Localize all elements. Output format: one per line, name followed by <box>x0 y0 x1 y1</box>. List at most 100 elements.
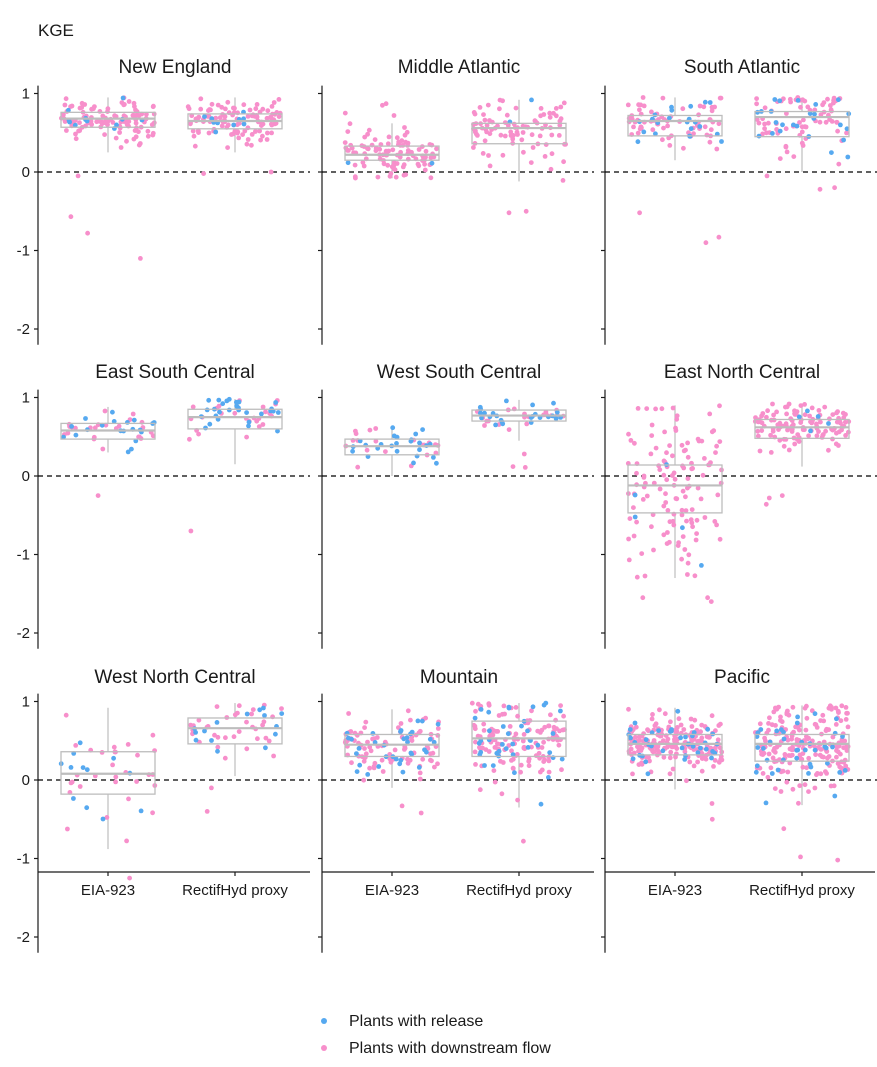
downstream-point <box>784 779 790 785</box>
release-point <box>791 122 796 128</box>
downstream-point <box>150 732 156 738</box>
panel-title: West North Central <box>94 667 255 688</box>
downstream-point <box>762 121 767 127</box>
downstream-point <box>553 106 559 111</box>
downstream-point <box>363 719 369 725</box>
release-point <box>419 718 425 724</box>
downstream-point <box>469 700 475 706</box>
release-point <box>754 763 760 769</box>
downstream-point <box>783 421 789 427</box>
downstream-point <box>679 507 685 513</box>
downstream-point <box>342 110 348 116</box>
release-point <box>80 765 86 770</box>
downstream-point <box>508 133 514 138</box>
downstream-point <box>231 105 236 111</box>
downstream-point <box>777 437 783 443</box>
downstream-point <box>541 112 547 117</box>
y-tick-label: -1 <box>17 243 30 260</box>
release-point <box>794 747 800 753</box>
release-point <box>530 704 536 710</box>
panel: East North Central <box>601 362 877 649</box>
downstream-point <box>791 729 796 735</box>
downstream-point <box>843 433 848 438</box>
downstream-point <box>665 508 671 513</box>
release-point <box>510 752 516 757</box>
downstream-point <box>240 132 246 138</box>
downstream-point <box>783 126 789 132</box>
downstream-point <box>771 412 776 418</box>
downstream-point <box>661 472 667 478</box>
release-point <box>698 745 703 751</box>
release-point <box>193 730 199 735</box>
release-point <box>202 728 207 734</box>
downstream-point <box>826 447 831 453</box>
release-point <box>404 735 410 741</box>
release-point <box>761 746 766 751</box>
downstream-point <box>236 135 242 141</box>
box <box>754 418 850 439</box>
downstream-point <box>62 102 68 108</box>
downstream-point <box>640 497 646 502</box>
downstream-point <box>785 427 790 433</box>
release-point <box>679 745 685 751</box>
x-tick-label: RectifHyd proxy <box>749 882 855 899</box>
release-point <box>512 770 517 776</box>
downstream-point <box>510 464 516 469</box>
release-point <box>129 446 134 452</box>
downstream-point <box>765 408 770 414</box>
release-point <box>100 816 106 822</box>
release-point <box>354 751 359 756</box>
release-point <box>99 422 105 428</box>
release-point <box>431 739 437 745</box>
downstream-point <box>637 126 643 132</box>
y-tick-label: -2 <box>17 625 30 642</box>
downstream-point <box>766 495 772 501</box>
panel-title: Mountain <box>420 667 498 688</box>
downstream-point <box>683 447 688 453</box>
downstream-point <box>772 749 778 755</box>
downstream-point <box>814 421 819 427</box>
downstream-point <box>766 751 772 757</box>
downstream-point <box>830 427 836 433</box>
downstream-point <box>508 129 514 135</box>
y-tick-label: 0 <box>22 772 30 789</box>
downstream-point <box>689 520 695 526</box>
downstream-point <box>826 754 832 759</box>
release-point <box>390 425 396 431</box>
release-point <box>431 455 436 460</box>
downstream-point <box>385 162 391 168</box>
downstream-point <box>204 809 210 814</box>
downstream-point <box>834 744 840 750</box>
downstream-point <box>473 762 478 767</box>
downstream-point <box>472 749 478 755</box>
downstream-point <box>786 753 792 758</box>
release-point <box>832 793 838 799</box>
downstream-point <box>373 438 379 444</box>
release-point <box>84 805 90 811</box>
downstream-point <box>409 738 415 743</box>
release-point <box>206 397 212 403</box>
downstream-point <box>649 422 655 428</box>
downstream-point <box>709 816 715 822</box>
release-point <box>77 740 83 746</box>
downstream-point <box>138 256 143 261</box>
release-point <box>417 440 422 446</box>
downstream-point <box>632 440 637 446</box>
y-tick-label: -2 <box>17 929 30 946</box>
downstream-point <box>481 112 486 117</box>
release-point <box>234 403 240 409</box>
release-point <box>261 705 266 711</box>
downstream-point <box>102 408 108 414</box>
downstream-point <box>838 718 844 724</box>
downstream-point <box>398 721 404 726</box>
release-point <box>777 98 783 104</box>
group-rectifhyd-proxy <box>469 700 567 844</box>
downstream-point <box>832 185 837 191</box>
downstream-point <box>365 131 370 137</box>
downstream-point <box>76 128 81 134</box>
downstream-point <box>771 709 777 715</box>
downstream-point <box>196 717 202 723</box>
release-point <box>398 729 403 734</box>
panel: West North Central 1 0 -1 -2 <box>17 667 310 953</box>
downstream-point <box>538 730 543 735</box>
